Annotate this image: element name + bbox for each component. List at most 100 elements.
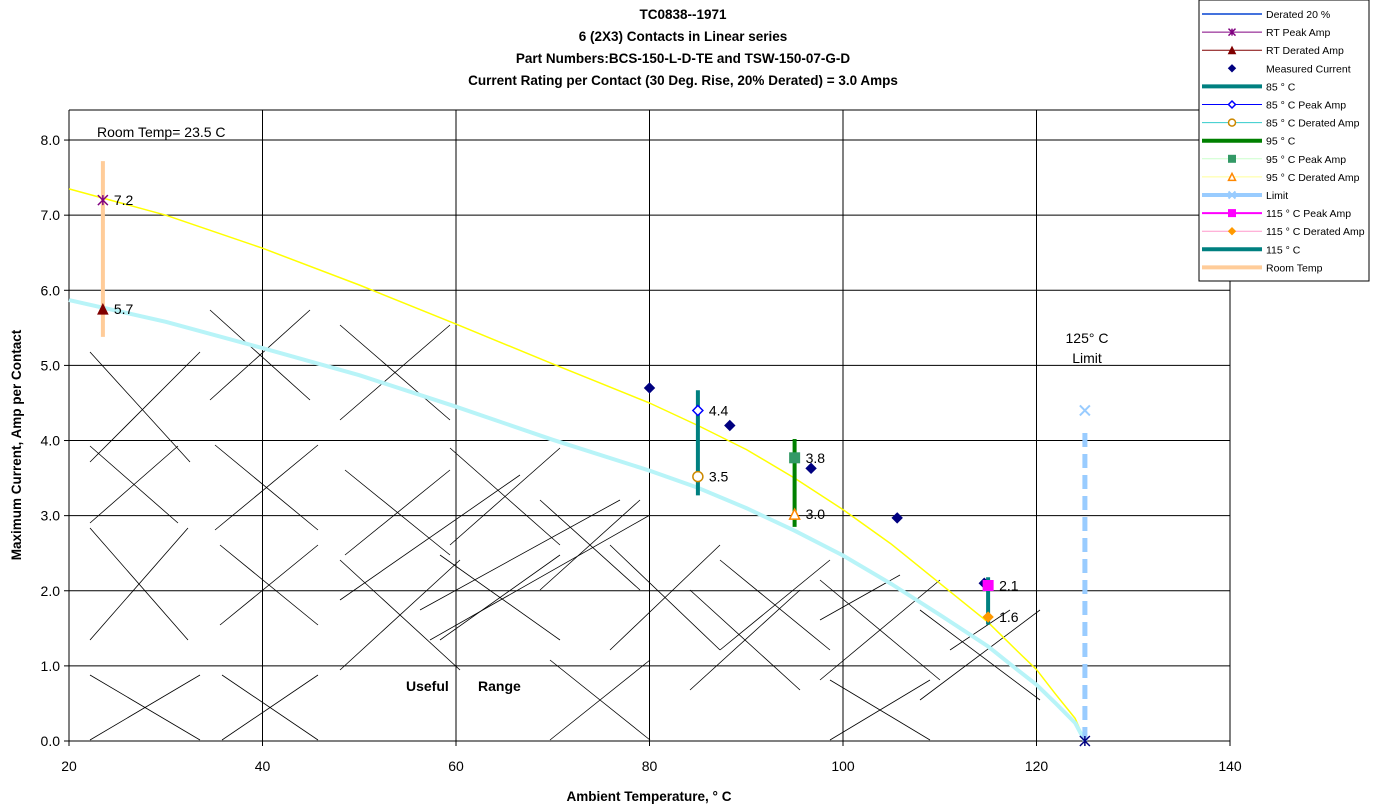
hatch-line-29 (549, 659, 651, 741)
useful-label: Useful (406, 678, 449, 694)
legend-label-10: Limit (1266, 190, 1288, 202)
legend-marker-10 (1227, 190, 1237, 200)
y-axis-ticks: 0.0 1.0 2.0 3.0 4.0 5.0 6.0 7.0 8.0 (41, 132, 69, 749)
legend-item-room-temp: Room Temp (1202, 262, 1323, 274)
legend-marker-1 (1227, 28, 1237, 37)
hatch-line-35 (719, 559, 831, 651)
point-measured-current-5-0 (643, 382, 656, 394)
data-label-1: 5.7 (114, 301, 134, 317)
point-115-c-derated-amp-16-0 (982, 611, 994, 623)
hatch-line-23 (449, 447, 561, 546)
point-rt-derated-amp-4-0 (97, 302, 109, 315)
point-85-c-derated-amp-8-0 (692, 470, 704, 483)
legend-label-5: 85 ° C Peak Amp (1266, 100, 1346, 112)
room-temp-note: Room Temp= 23.5 C (97, 124, 226, 140)
legend-item-95-c: 95 ° C (1202, 136, 1296, 148)
series-line-series-2 (68, 298, 1087, 742)
legend-item-measured-current: Measured Current (1227, 63, 1351, 75)
legend-marker-12 (1227, 226, 1237, 236)
legend-label-6: 85 ° C Derated Amp (1266, 118, 1360, 130)
point-series-14-0 (1079, 735, 1091, 747)
legend-label-12: 115 ° C Derated Amp (1266, 226, 1365, 238)
limit-note-line-1: 125° C (1066, 330, 1109, 346)
legend-marker-6 (1227, 118, 1237, 127)
point-series-13-0 (1079, 404, 1091, 417)
chart-title-line-3: Part Numbers:BCS-150-L-D-TE and TSW-150-… (516, 51, 851, 66)
hatch-line-41 (919, 609, 1041, 701)
useful-range-hatch (89, 309, 1041, 741)
legend-marker-9 (1227, 171, 1237, 182)
legend-label-13: 115 ° C (1266, 244, 1301, 256)
legend-marker-8 (1228, 154, 1236, 163)
data-label-4: 3.8 (806, 450, 826, 466)
legend-label-14: Room Temp (1266, 262, 1323, 274)
chart-legend: Derated 20 % RT Peak Amp RT Derated Amp Mea… (1198, 0, 1370, 282)
chart-title: TC0838--1971 6 (2X3) Contacts in Linear … (468, 7, 898, 88)
legend-item-85-c-derated-amp: 85 ° C Derated Amp (1202, 118, 1360, 130)
x-axis-title: Ambient Temperature, ° C (567, 789, 732, 804)
legend-item-95-c-derated-amp: 95 ° C Derated Amp (1202, 171, 1360, 184)
y-tick-label-6: 6.0 (41, 282, 61, 298)
point-measured-current-5-1 (724, 419, 736, 432)
data-label-6: 2.1 (999, 578, 1019, 594)
data-label-0: 7.2 (114, 192, 134, 208)
chart-title-line-1: TC0838--1971 (639, 7, 727, 22)
hatch-line-21 (339, 559, 461, 671)
y-tick-label-5: 5.0 (41, 357, 61, 373)
data-label-7: 1.6 (999, 609, 1019, 625)
chart-title-line-4: Current Rating per Contact (30 Deg. Rise… (468, 73, 898, 88)
y-tick-label-3: 3.0 (41, 508, 61, 524)
x-tick-label-5: 120 (1025, 758, 1049, 774)
x-tick-label-3: 80 (642, 758, 658, 774)
chart-series (68, 161, 1088, 742)
hatch-line-17 (339, 324, 451, 421)
data-label-3: 3.5 (709, 469, 729, 485)
limit-note-line-2: Limit (1072, 350, 1102, 366)
legend-marker-5 (1227, 99, 1237, 110)
legend-item-115-c-derated-amp: 115 ° C Derated Amp (1202, 226, 1365, 238)
legend-label-8: 95 ° C Peak Amp (1266, 154, 1346, 166)
legend-label-3: Measured Current (1266, 63, 1351, 75)
legend-marker-2 (1227, 45, 1237, 55)
x-tick-label-4: 100 (831, 758, 855, 774)
hatch-line-5 (89, 527, 189, 641)
hatch-line-42 (339, 474, 521, 601)
range-label: Range (478, 678, 521, 694)
y-tick-label-1: 1.0 (41, 658, 61, 674)
hatch-line-13 (219, 544, 319, 626)
point-rt-peak-amp-3-0 (97, 194, 109, 206)
series-line-derated-20-1 (68, 299, 1086, 742)
legend-item-derated-20: Derated 20 % (1202, 9, 1330, 21)
legend-item-115-c: 115 ° C (1202, 244, 1301, 256)
chart-data-labels: 7.2 5.7 4.4 3.5 3.8 3.0 2.1 1.6 (114, 192, 1019, 625)
hatch-line-25 (439, 554, 561, 641)
hatch-line-39 (829, 679, 931, 741)
point-95-c-peak-amp-10-0 (789, 452, 801, 464)
hatch-line-27 (539, 499, 641, 591)
hatch-line-1 (89, 351, 201, 463)
chart-grid (68, 109, 1231, 742)
hatch-line-7 (89, 674, 201, 741)
hatch-line-43 (419, 499, 621, 611)
x-axis-ticks: 20 40 60 80 100 120 140 (61, 741, 1242, 774)
hatch-line-0 (89, 351, 191, 463)
data-label-5: 3.0 (806, 506, 826, 522)
chart-markers (97, 194, 1091, 747)
hatch-line-19 (344, 469, 451, 556)
hatch-line-3 (89, 445, 179, 524)
legend-label-2: RT Derated Amp (1266, 45, 1344, 57)
legend-label-7: 95 ° C (1266, 136, 1296, 148)
y-tick-label-7: 7.0 (41, 207, 61, 223)
x-tick-label-2: 60 (448, 758, 464, 774)
legend-item-85-c: 85 ° C (1202, 81, 1296, 93)
x-tick-label-1: 40 (255, 758, 271, 774)
legend-label-4: 85 ° C (1266, 81, 1296, 93)
y-axis-title: Maximum Current, Amp per Contact (9, 329, 24, 560)
chart-title-line-2: 6 (2X3) Contacts in Linear series (579, 29, 788, 44)
series-line-series-0 (68, 188, 1086, 742)
legend-marker-3 (1227, 64, 1237, 73)
hatch-line-44 (429, 514, 651, 641)
legend-label-1: RT Peak Amp (1266, 27, 1331, 39)
legend-item-rt-derated-amp: RT Derated Amp (1202, 45, 1344, 57)
